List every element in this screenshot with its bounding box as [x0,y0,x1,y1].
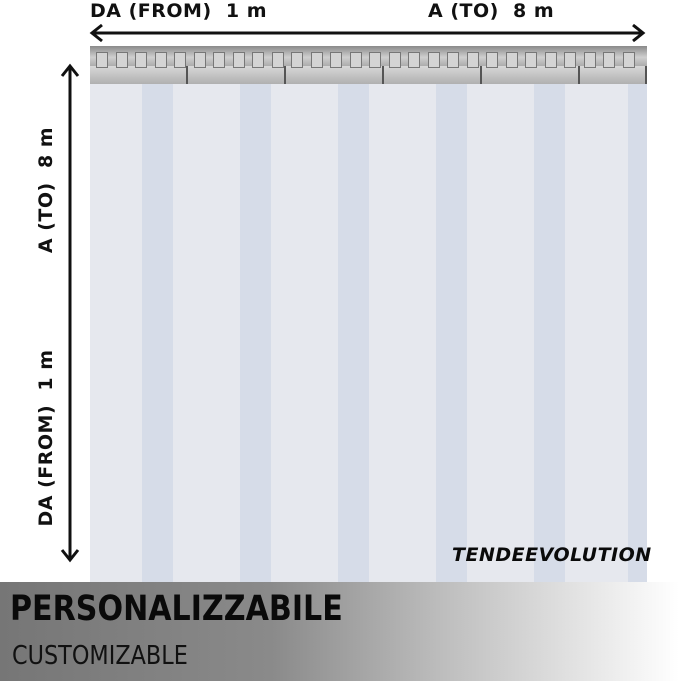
rail-hook [369,52,381,68]
rail-hook [135,52,147,68]
rail-segment [188,66,286,84]
rail-hook [466,52,479,68]
rail-hook [388,52,401,68]
rail-hook [291,52,303,68]
height-arrow [60,63,80,563]
rail-hook [505,52,518,68]
rail-segment [286,66,384,84]
strip-overlap [628,84,647,582]
rail-hook [603,52,615,68]
rail-hook [349,52,362,68]
rail-hook [622,52,635,68]
rail-segment [580,66,647,84]
strip-overlap [240,84,271,582]
mounting-rail [90,46,647,84]
strip-overlap [338,84,369,582]
strip-overlap [142,84,173,582]
brand-logo: TENDEEVOLUTION [452,544,652,566]
rail-hook [310,52,323,68]
rail-hook [564,52,576,68]
rail-hook [271,52,284,68]
pvc-strip-curtain [90,84,647,582]
rail-hook [525,52,537,68]
rail-hook [330,52,342,68]
banner-subtitle: CUSTOMIZABLE [12,641,188,671]
rail-hook [96,52,108,68]
rail-hook [174,52,186,68]
rail-hook [193,52,206,68]
height-to-label: A (TO) 8 m [35,126,57,254]
rail-hook [583,52,596,68]
rail-hook [427,52,440,68]
width-to-label: A (TO) 8 m [428,0,555,22]
rail-hook [252,52,264,68]
dimension-arrows [60,23,646,563]
banner-title: PERSONALIZZABILE [10,589,343,629]
rail-hook [213,52,225,68]
rail-segment [482,66,580,84]
height-from-label: DA (FROM) 1 m [35,349,57,527]
width-arrow [89,23,646,43]
width-from-label: DA (FROM) 1 m [90,0,267,22]
strip-overlap [534,84,565,582]
rail-hook [154,52,167,68]
rail-hook [486,52,498,68]
rail-segment [384,66,482,84]
rail-hook [232,52,245,68]
rail-hook [447,52,459,68]
banner [0,582,679,681]
strip-overlap [436,84,467,582]
rail-segment [90,66,188,84]
rail-hook [408,52,420,68]
rail-hook [115,52,128,68]
rail-hook [544,52,557,68]
